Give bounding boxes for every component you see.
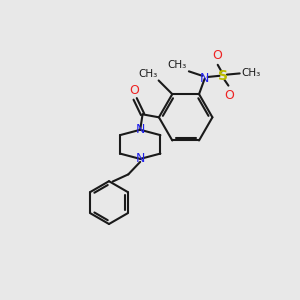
Text: CH₃: CH₃: [167, 60, 187, 70]
Text: N: N: [136, 123, 145, 136]
Text: CH₃: CH₃: [242, 68, 261, 78]
Text: N: N: [136, 152, 145, 165]
Text: O: O: [129, 84, 139, 97]
Text: N: N: [200, 72, 209, 85]
Text: O: O: [224, 88, 234, 102]
Text: O: O: [212, 49, 222, 62]
Text: CH₃: CH₃: [138, 69, 158, 79]
Text: S: S: [218, 69, 228, 83]
